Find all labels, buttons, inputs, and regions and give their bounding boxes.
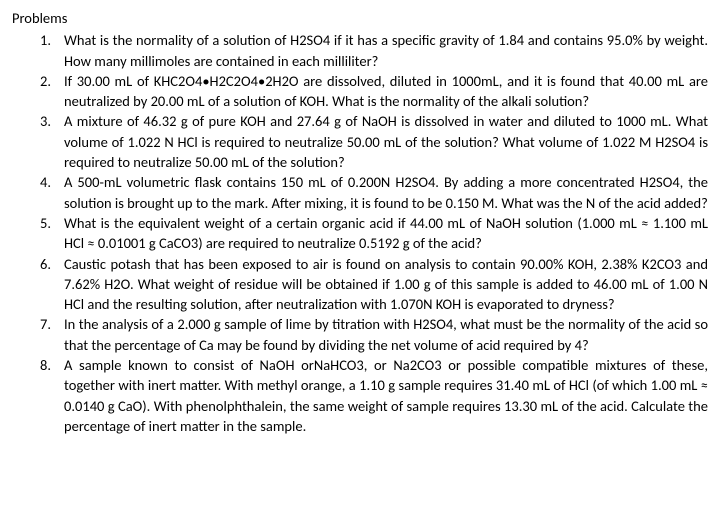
item-number: 6. — [40, 254, 51, 274]
item-text: A mixture of 46.32 g of pure KOH and 27.… — [64, 112, 708, 171]
item-text: In the analysis of a 2.000 g sample of l… — [64, 315, 708, 353]
item-number: 3. — [40, 111, 51, 131]
problem-item: 7. In the analysis of a 2.000 g sample o… — [40, 314, 708, 355]
item-text: A 500-mL volumetric flask contains 150 m… — [64, 173, 708, 211]
problem-item: 1. What is the normality of a solution o… — [40, 30, 708, 71]
problems-list: 1. What is the normality of a solution o… — [12, 30, 708, 436]
problem-item: 8. A sample known to consist of NaOH orN… — [40, 355, 708, 436]
problems-heading: Problems — [12, 8, 708, 28]
item-number: 1. — [40, 30, 51, 50]
item-text: What is the normality of a solution of H… — [64, 31, 708, 69]
item-number: 2. — [40, 71, 51, 91]
problem-item: 2. If 30.00 mL of KHC2O4•H2C2O4•2H2O are… — [40, 71, 708, 112]
item-text: A sample known to consist of NaOH orNaHC… — [64, 356, 708, 435]
item-number: 5. — [40, 213, 51, 233]
problem-item: 3. A mixture of 46.32 g of pure KOH and … — [40, 111, 708, 172]
problem-item: 6. Caustic potash that has been exposed … — [40, 254, 708, 315]
problem-item: 5. What is the equivalent weight of a ce… — [40, 213, 708, 254]
item-number: 4. — [40, 172, 51, 192]
item-text: If 30.00 mL of KHC2O4•H2C2O4•2H2O are di… — [64, 72, 708, 110]
item-text: Caustic potash that has been exposed to … — [64, 255, 708, 314]
item-number: 8. — [40, 355, 51, 375]
problem-item: 4. A 500-mL volumetric flask contains 15… — [40, 172, 708, 213]
item-number: 7. — [40, 314, 51, 334]
item-text: What is the equivalent weight of a certa… — [64, 214, 708, 252]
